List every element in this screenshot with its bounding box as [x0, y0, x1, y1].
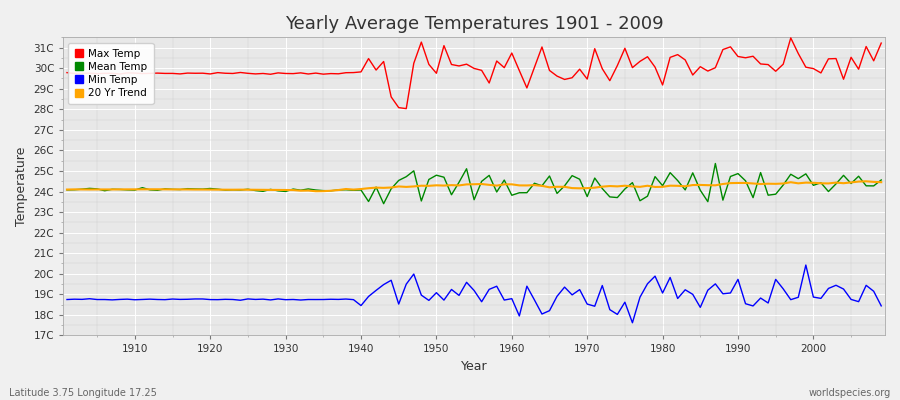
Mean Temp: [288, 187, 299, 192]
Mean Temp: [605, 194, 616, 199]
20 Yr Trend: [605, 184, 616, 188]
Max Temp: [514, 68, 525, 73]
Legend: Max Temp, Mean Temp, Min Temp, 20 Yr Trend: Max Temp, Mean Temp, Min Temp, 20 Yr Tre…: [68, 42, 154, 104]
Min Temp: [333, 297, 344, 302]
Text: Latitude 3.75 Longitude 17.25: Latitude 3.75 Longitude 17.25: [9, 388, 157, 398]
Line: Mean Temp: Mean Temp: [67, 164, 881, 204]
20 Yr Trend: [507, 182, 517, 187]
Min Temp: [288, 297, 299, 302]
Mean Temp: [333, 188, 344, 192]
Min Temp: [499, 298, 509, 302]
Max Temp: [122, 70, 132, 75]
Min Temp: [597, 283, 608, 288]
Y-axis label: Temperature: Temperature: [15, 147, 28, 226]
Line: Min Temp: Min Temp: [67, 265, 881, 323]
Line: 20 Yr Trend: 20 Yr Trend: [67, 181, 881, 191]
Max Temp: [400, 106, 411, 111]
Min Temp: [122, 297, 132, 302]
Max Temp: [605, 78, 616, 83]
Mean Temp: [61, 188, 72, 192]
Mean Temp: [507, 193, 517, 198]
Min Temp: [627, 320, 638, 325]
Text: worldspecies.org: worldspecies.org: [809, 388, 891, 398]
20 Yr Trend: [340, 187, 351, 192]
Max Temp: [61, 70, 72, 75]
X-axis label: Year: Year: [461, 360, 488, 373]
20 Yr Trend: [310, 189, 321, 194]
Min Temp: [800, 263, 811, 268]
Max Temp: [333, 72, 344, 76]
Mean Temp: [710, 161, 721, 166]
20 Yr Trend: [288, 188, 299, 192]
20 Yr Trend: [876, 180, 886, 184]
Mean Temp: [514, 190, 525, 195]
20 Yr Trend: [61, 187, 72, 192]
Min Temp: [876, 304, 886, 308]
Line: Max Temp: Max Temp: [67, 38, 881, 109]
Title: Yearly Average Temperatures 1901 - 2009: Yearly Average Temperatures 1901 - 2009: [284, 15, 663, 33]
20 Yr Trend: [514, 183, 525, 188]
Mean Temp: [876, 178, 886, 182]
Mean Temp: [122, 188, 132, 192]
Min Temp: [507, 296, 517, 301]
Mean Temp: [378, 201, 389, 206]
20 Yr Trend: [860, 179, 871, 184]
Max Temp: [507, 51, 517, 56]
Max Temp: [876, 41, 886, 46]
Max Temp: [288, 71, 299, 76]
Min Temp: [61, 297, 72, 302]
Max Temp: [786, 36, 796, 40]
20 Yr Trend: [122, 187, 132, 192]
